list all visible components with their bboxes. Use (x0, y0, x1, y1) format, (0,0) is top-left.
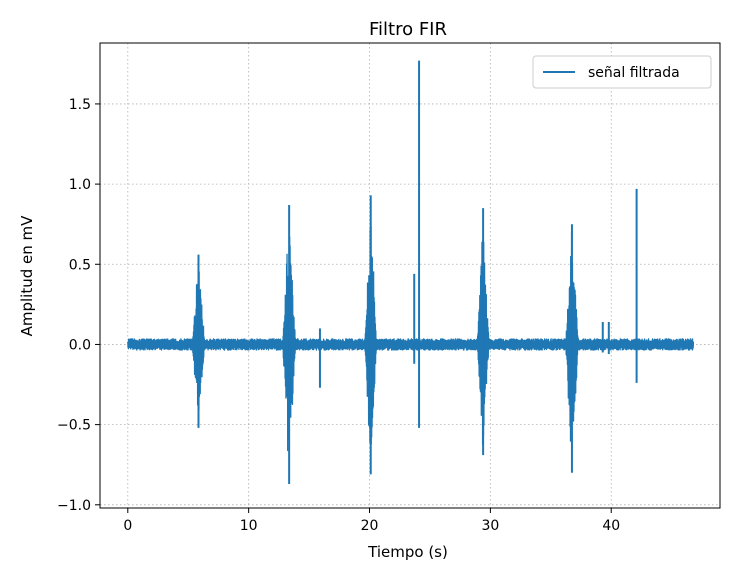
y-tick-label: 1.0 (69, 177, 91, 193)
y-axis: −1.0 −0.5 0.0 0.5 1.0 1.5 (57, 97, 100, 514)
y-tick-label: −0.5 (57, 418, 91, 434)
x-tick-label: 30 (481, 518, 499, 534)
plot-frame (99, 42, 721, 509)
plot-area (127, 60, 695, 484)
x-tick-label: 20 (361, 518, 379, 534)
x-axis: 0 10 20 30 40 (123, 508, 620, 534)
x-tick-label: 40 (602, 518, 620, 534)
y-tick-label: 0.0 (69, 337, 91, 353)
series-senal-filtrada (127, 60, 695, 484)
x-axis-label: Tiempo (s) (367, 543, 448, 561)
y-tick-label: 0.5 (69, 257, 91, 273)
y-axis-label: Amplitud en mV (18, 215, 36, 337)
legend-label: señal filtrada (588, 65, 680, 81)
legend-box (532, 55, 712, 89)
x-tick-label: 10 (240, 518, 258, 534)
chart-title: Filtro FIR (369, 19, 447, 40)
legend: señal filtrada (532, 55, 712, 89)
grid (100, 43, 720, 508)
y-tick-label: −1.0 (57, 498, 91, 514)
series-line (127, 216, 695, 460)
y-tick-label: 1.5 (69, 97, 91, 113)
x-tick-label: 0 (123, 518, 132, 534)
